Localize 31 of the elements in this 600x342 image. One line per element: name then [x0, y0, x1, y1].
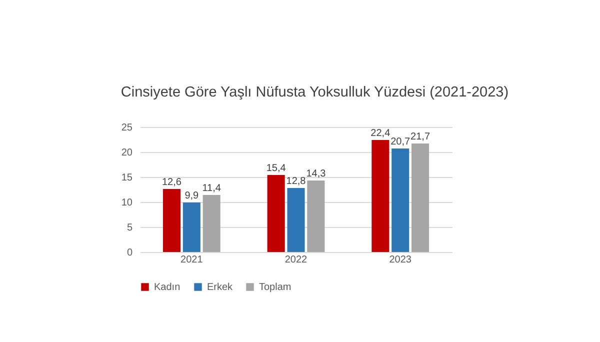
legend-label: Toplam	[259, 282, 292, 293]
y-tick-label: 20	[121, 148, 133, 158]
bar	[392, 148, 410, 252]
data-label: 22,4	[370, 128, 391, 139]
y-tick-label: 0	[126, 248, 133, 258]
data-label: 15,4	[266, 163, 286, 174]
bar	[372, 140, 390, 252]
legend-label: Kadın	[154, 282, 180, 293]
data-label: 11,4	[202, 183, 222, 194]
bar	[267, 175, 285, 252]
y-tick-label: 15	[121, 172, 133, 184]
chart-title: Cinsiyete Göre Yaşlı Nüfusta Yoksulluk Yüzdesi (2021-2023)	[120, 84, 509, 100]
legend-label: Erkek	[207, 282, 234, 293]
bar	[182, 202, 200, 252]
data-label: 12,6	[162, 177, 182, 188]
data-label: 12,8	[286, 176, 306, 187]
data-label: 9,9	[184, 190, 200, 202]
x-tick-label: 2021	[180, 254, 204, 266]
x-tick-label: 2022	[284, 254, 308, 266]
data-label: 21,7	[410, 132, 430, 142]
bar	[287, 188, 305, 252]
data-label: 14,3	[306, 168, 326, 180]
bar	[162, 189, 180, 252]
y-tick-label: 25	[121, 122, 133, 134]
y-tick-label: 5	[126, 222, 133, 234]
bar	[202, 195, 220, 252]
x-tick-label: 2023	[389, 254, 412, 266]
data-label: 20,7	[390, 136, 411, 148]
bar	[412, 144, 430, 252]
y-tick-label: 10	[121, 198, 133, 208]
bar	[307, 180, 325, 252]
